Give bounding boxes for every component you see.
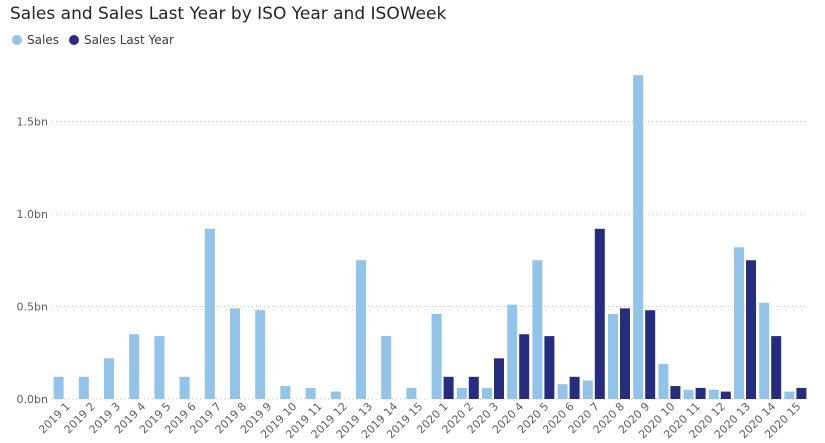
bar-sales[interactable] [759, 302, 770, 399]
bar-sales-last-year[interactable] [746, 260, 756, 399]
bar-sales[interactable] [78, 376, 89, 399]
bar-sales[interactable] [431, 313, 442, 399]
bar-sales-last-year[interactable] [771, 336, 782, 399]
bar-sales[interactable] [784, 391, 795, 399]
bar-sales[interactable] [608, 313, 618, 399]
bars [53, 75, 807, 400]
legend-swatch-sales-last-year [68, 35, 79, 45]
y-tick-label: 1.5bn [17, 116, 48, 129]
legend-item-sales[interactable]: Sales [12, 33, 59, 47]
bar-sales[interactable] [230, 308, 240, 399]
bar-sales[interactable] [356, 260, 366, 399]
bar-sales[interactable] [734, 247, 744, 399]
bar-sales-last-year[interactable] [468, 376, 479, 399]
chart-legend[interactable]: Sales Sales Last Year [12, 33, 174, 47]
bar-sales[interactable] [456, 387, 467, 399]
bar-sales-last-year[interactable] [720, 391, 731, 399]
bar-sales-last-year[interactable] [695, 387, 706, 399]
bar-sales-last-year[interactable] [519, 334, 530, 399]
bar-sales[interactable] [280, 386, 291, 399]
bar-sales-last-year[interactable] [443, 376, 454, 399]
bar-sales-last-year[interactable] [494, 358, 504, 399]
bar-sales[interactable] [482, 387, 492, 399]
bar-sales[interactable] [708, 389, 719, 399]
bar-sales[interactable] [104, 358, 114, 399]
bar-sales-last-year[interactable] [620, 308, 630, 399]
bar-sales-last-year[interactable] [645, 310, 656, 399]
bar-sales[interactable] [154, 336, 165, 399]
bar-sales[interactable] [532, 260, 543, 399]
y-axis: 0.0bn 0.5bn 1.0bn 1.5bn [17, 116, 48, 407]
bar-sales[interactable] [255, 310, 266, 399]
y-tick-label: 0.5bn [17, 301, 48, 314]
bar-sales[interactable] [330, 391, 341, 399]
bar-sales[interactable] [633, 75, 644, 399]
legend-label-sales-last-year: Sales Last Year [83, 33, 174, 47]
bar-sales[interactable] [557, 384, 568, 399]
y-tick-label: 0.0bn [17, 393, 48, 406]
gridlines [52, 121, 808, 400]
legend-swatch-sales [12, 35, 22, 45]
bar-sales[interactable] [179, 376, 190, 399]
bar-sales[interactable] [129, 334, 140, 399]
bar-sales-last-year[interactable] [544, 336, 555, 399]
bar-sales[interactable] [406, 387, 417, 399]
bar-sales[interactable] [305, 387, 316, 399]
chart-title: Sales and Sales Last Year by ISO Year an… [10, 4, 447, 24]
bar-sales[interactable] [381, 336, 392, 399]
bar-sales-last-year[interactable] [670, 386, 681, 399]
bar-sales-last-year[interactable] [569, 376, 580, 399]
bar-sales[interactable] [658, 363, 669, 399]
bar-sales[interactable] [683, 389, 694, 399]
legend-item-sales-last-year[interactable]: Sales Last Year [68, 33, 174, 47]
bar-sales[interactable] [507, 304, 518, 399]
bar-sales[interactable] [204, 228, 215, 399]
bar-sales-last-year[interactable] [796, 387, 807, 399]
bar-sales[interactable] [582, 380, 593, 400]
bar-sales[interactable] [53, 376, 64, 399]
legend-label-sales: Sales [27, 33, 59, 47]
y-tick-label: 1.0bn [17, 208, 48, 221]
bar-sales-last-year[interactable] [594, 228, 605, 399]
